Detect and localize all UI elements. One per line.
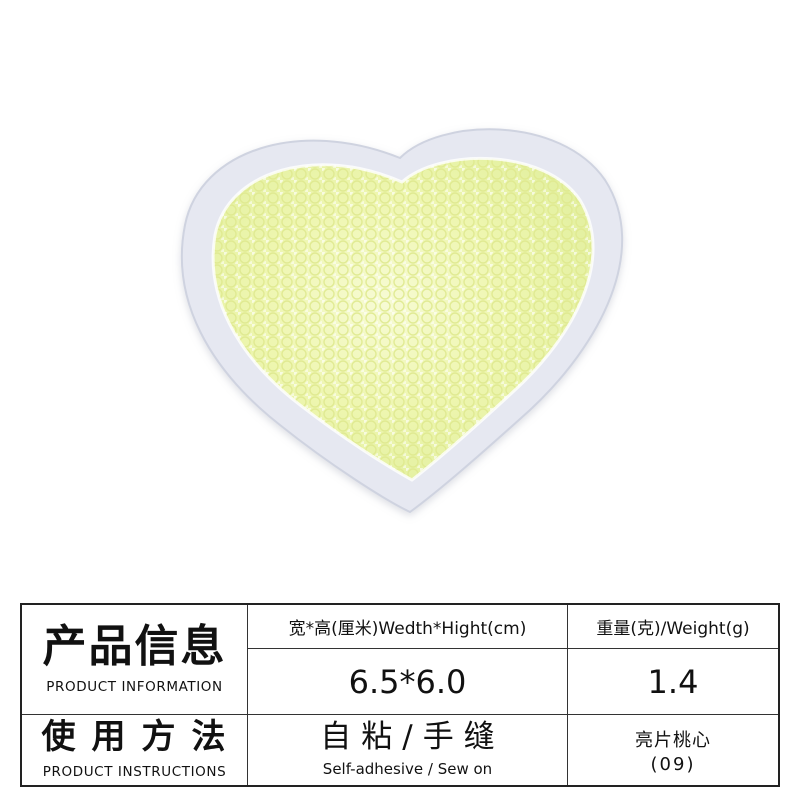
product-information-title-cn: 产品信息 [42,620,227,672]
size-header: 宽*高(厘米)Wedth*Hight(cm) [288,619,527,639]
method-cn: 自粘/手缝 [320,719,505,755]
sequin-heart-patch-icon [180,128,623,514]
size-value-cell: 6.5*6.0 [248,649,568,715]
style-code: (09) [650,753,696,775]
product-info-table: 产品信息 PRODUCT INFORMATION 宽*高(厘米)Wedth*Hi… [20,603,780,787]
weight-header: 重量(克)/Weight(g) [596,619,750,639]
style-cell: 亮片桃心 (09) [568,715,778,785]
instructions-title-cn: 使用方法 [41,717,242,757]
product-information-cell: 产品信息 PRODUCT INFORMATION [22,605,248,715]
product-photo [180,128,623,514]
instructions-title-en: PRODUCT INSTRUCTIONS [42,764,227,780]
size-value: 6.5*6.0 [348,662,467,701]
instructions-cell: 使用方法 PRODUCT INSTRUCTIONS [22,715,248,785]
weight-value: 1.4 [647,662,699,701]
method-cell: 自粘/手缝 Self-adhesive / Sew on [248,715,568,785]
size-header-cell: 宽*高(厘米)Wedth*Hight(cm) [248,605,568,649]
weight-header-cell: 重量(克)/Weight(g) [568,605,778,649]
method-en: Self-adhesive / Sew on [322,760,493,778]
weight-value-cell: 1.4 [568,649,778,715]
product-information-title-en: PRODUCT INFORMATION [46,678,223,695]
style-name: 亮片桃心 [635,729,711,751]
